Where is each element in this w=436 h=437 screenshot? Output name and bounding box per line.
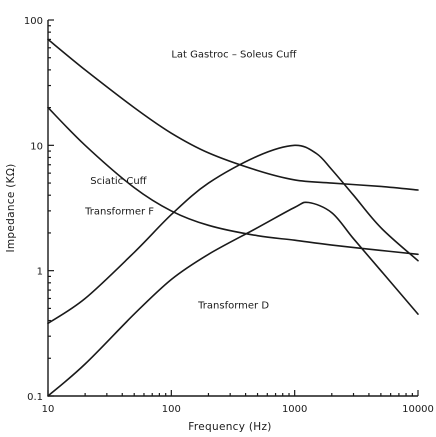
curve-label: Sciatic Cuff — [90, 176, 147, 187]
y-tick-label: 100 — [24, 16, 43, 27]
curves — [47, 38, 419, 397]
y-tick-label: 0.1 — [27, 392, 43, 403]
x-tick-label: 10000 — [402, 404, 434, 415]
annotations: Lat Gastroc – Soleus Cuff Sciatic Cuff Tra… — [84, 50, 297, 312]
curve-label: Lat Gastroc – Soleus Cuff — [171, 50, 297, 61]
curve-label: Transformer D — [197, 300, 269, 311]
x-axis-title: Frequency (Hz) — [188, 421, 271, 433]
series-line-lat-gastroc-soleus-cuff — [47, 38, 419, 191]
y-tick-label: 1 — [37, 267, 43, 278]
axes: 10 100 1000 10000 0.1 1 10 100 — [24, 16, 434, 415]
y-tick-label: 10 — [30, 141, 43, 152]
series-line-transformer-f — [47, 144, 419, 325]
series-line-transformer-d — [47, 201, 419, 397]
x-tick-label: 100 — [162, 404, 181, 415]
series-line-sciatic-cuff — [47, 106, 419, 256]
y-axis-title: Impedance (KΩ) — [5, 163, 17, 252]
x-tick-label: 1000 — [282, 404, 307, 415]
curve-label: Transformer F — [84, 207, 154, 218]
x-tick-label: 10 — [42, 404, 55, 415]
axis-titles: Frequency (Hz) Impedance (KΩ) — [5, 163, 271, 433]
